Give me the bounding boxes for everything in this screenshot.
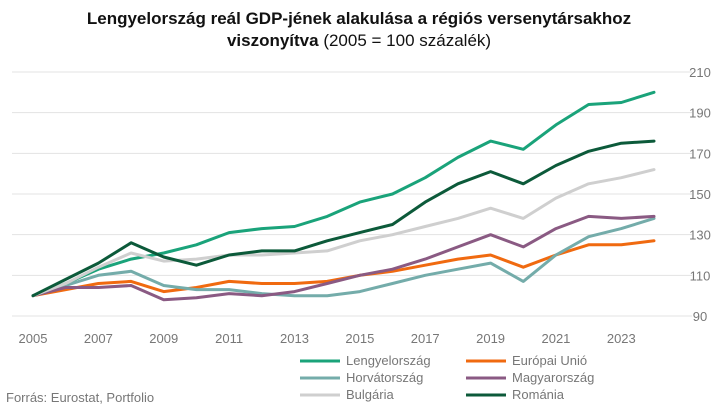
x-tick-label: 2011	[215, 331, 243, 346]
x-tick-label: 2019	[476, 331, 505, 346]
x-tick-label: 2023	[607, 331, 636, 346]
legend-label: Románia	[512, 387, 565, 402]
x-tick-label: 2009	[149, 331, 178, 346]
x-tick-label: 2017	[411, 331, 440, 346]
legend-label: Európai Unió	[512, 353, 587, 368]
y-tick-label: 90	[693, 309, 707, 324]
chart-title-rest: (2005 = 100 százalék)	[318, 31, 492, 50]
y-tick-label: 150	[689, 187, 711, 202]
chart-title: Lengyelország reál GDP-jének alakulása a…	[0, 8, 718, 52]
legend-label: Lengyelország	[346, 353, 431, 368]
legend-label: Horvátország	[346, 370, 423, 385]
x-tick-label: 2007	[84, 331, 113, 346]
y-tick-label: 110	[690, 268, 711, 283]
chart-title-bold-2: viszonyítva	[226, 31, 319, 50]
series-line	[31, 90, 656, 298]
x-tick-label: 2021	[541, 331, 570, 346]
series-line	[31, 139, 656, 298]
y-tick-label: 210	[689, 65, 711, 80]
legend-label: Bulgária	[346, 387, 394, 402]
series-line	[31, 214, 656, 302]
series-line	[31, 239, 656, 298]
source-note: Forrás: Eurostat, Portfolio	[6, 390, 155, 405]
y-tick-label: 190	[689, 106, 711, 121]
x-tick-label: 2013	[280, 331, 309, 346]
y-tick-label: 170	[689, 146, 711, 161]
y-tick-label: 130	[689, 228, 711, 243]
chart-title-bold-1: Lengyelország reál GDP-jének alakulása a…	[86, 9, 632, 28]
x-tick-label: 2015	[345, 331, 374, 346]
x-tick-label: 2005	[19, 331, 48, 346]
series-line	[31, 216, 656, 298]
series-line	[31, 168, 656, 298]
legend-label: Magyarország	[512, 370, 594, 385]
